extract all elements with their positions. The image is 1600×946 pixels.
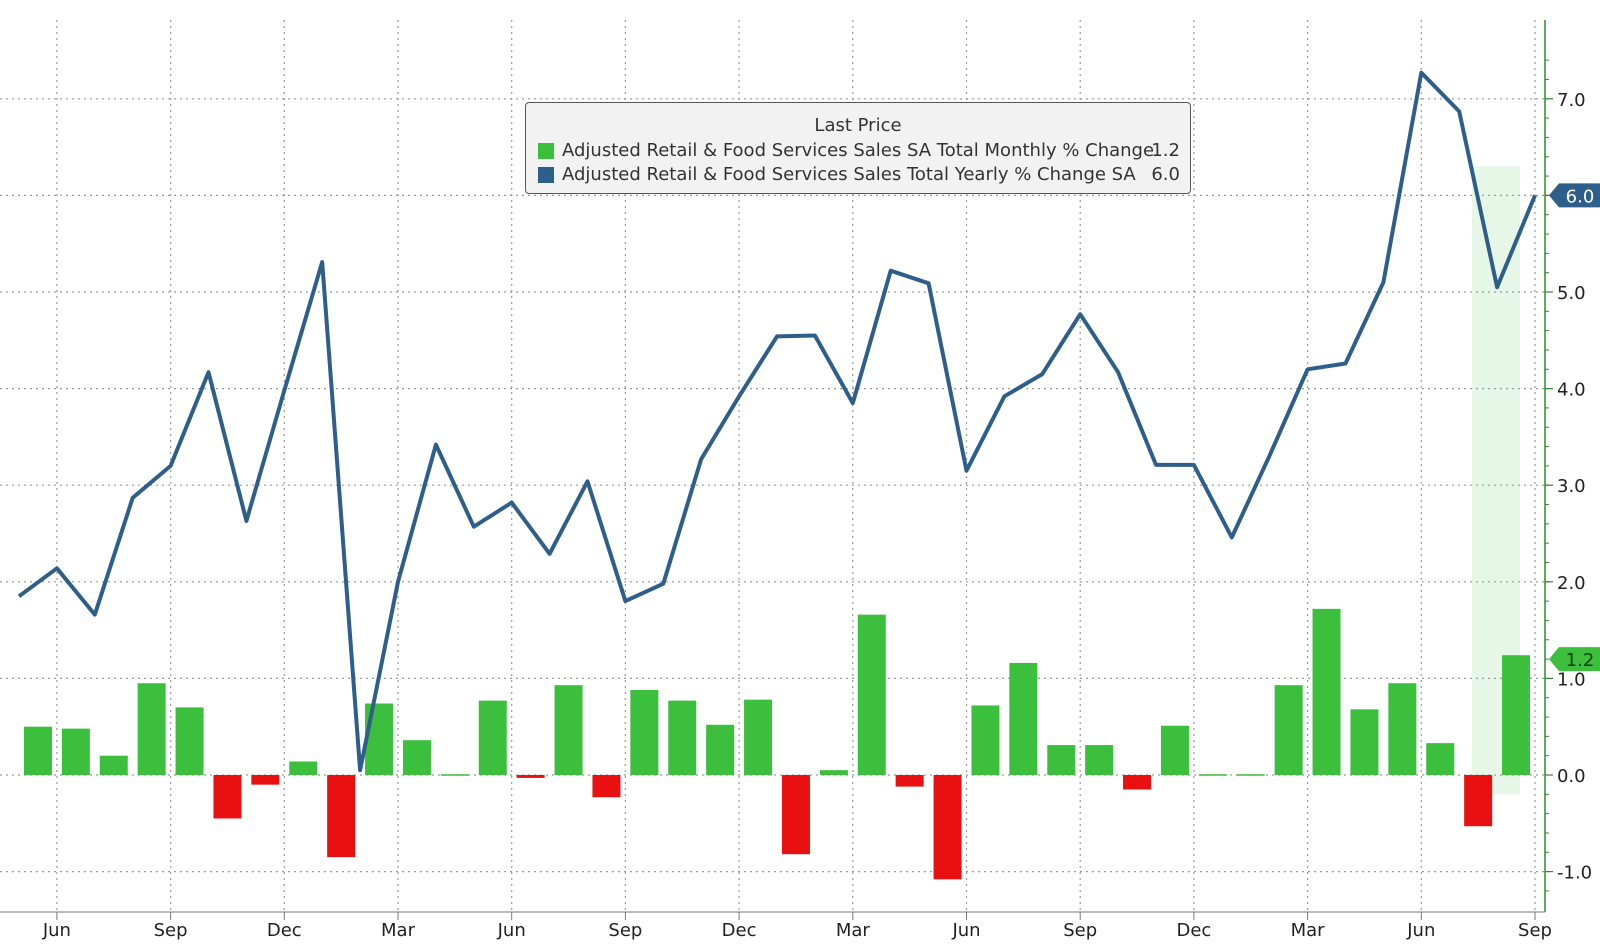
bar-25: [971, 705, 1000, 775]
bar-9: [365, 703, 394, 775]
bar-27: [1047, 745, 1076, 775]
bar-11: [440, 774, 469, 776]
y-tick-label: 0.0: [1557, 766, 1586, 787]
bar-33: [1274, 685, 1303, 775]
bar-3: [137, 683, 166, 775]
x-tick-label: Dec: [267, 920, 302, 941]
bar-2: [99, 755, 128, 775]
bar-14: [554, 685, 583, 775]
bar-17: [668, 700, 697, 775]
bar-31: [1198, 774, 1227, 776]
x-tick-label: Jun: [497, 920, 526, 941]
bar-10: [402, 740, 431, 775]
y-axis: 7.0 6.0 5.0 4.0 3.0 2.0 1.0 0.0 -1.0: [1544, 20, 1592, 912]
monthly-bars: [23, 608, 1531, 880]
bar-19: [744, 699, 773, 775]
y-tick-label: 2.0: [1557, 573, 1586, 594]
x-tick-label: Jun: [1406, 920, 1435, 941]
x-tick-label: Dec: [1176, 920, 1211, 941]
bar-30: [1160, 725, 1189, 775]
value-tag-label: 1.2: [1566, 650, 1595, 671]
bar-32: [1236, 774, 1265, 776]
x-tick-label: Dec: [722, 920, 757, 941]
x-tick-label: Mar: [1291, 920, 1326, 941]
bar-38: [1464, 775, 1493, 827]
bar-7: [289, 761, 318, 775]
bar-1: [61, 728, 90, 775]
x-tick-label: Mar: [836, 920, 871, 941]
bar-21: [819, 770, 848, 775]
yearly-line-path: [17, 70, 1537, 773]
yearly-line: [17, 70, 1537, 773]
bar-12: [478, 700, 507, 775]
bar-15: [592, 775, 621, 798]
legend-swatch-yearly: [538, 167, 554, 183]
legend-label-monthly: Adjusted Retail & Food Services Sales SA…: [562, 140, 1155, 161]
bar-6: [251, 775, 280, 785]
legend-box: Last Price Adjusted Retail & Food Servic…: [525, 102, 1191, 194]
legend-entry-yearly: Adjusted Retail & Food Services Sales To…: [538, 164, 1180, 186]
value-tag-label: 6.0: [1566, 186, 1595, 207]
y-tick-label: 1.0: [1557, 669, 1586, 690]
x-axis: Jun Sep Dec Mar Jun Sep Dec Mar Jun Sep Dec Mar Jun S…: [0, 911, 1552, 941]
bar-36: [1388, 683, 1417, 775]
last-value-tags: 6.0 1.2: [1549, 183, 1600, 671]
bar-16: [630, 689, 659, 775]
bar-13: [516, 775, 545, 778]
legend-value-yearly: 6.0: [1151, 164, 1180, 185]
bar-8: [327, 775, 356, 858]
bar-39: [1502, 655, 1531, 775]
value-tag-bg: [1549, 183, 1600, 208]
y-tick-label: -1.0: [1557, 863, 1592, 884]
y-tick-label: 7.0: [1557, 90, 1586, 111]
bar-34: [1312, 608, 1341, 775]
bar-22: [857, 614, 886, 775]
bar-29: [1123, 775, 1152, 790]
legend-title: Last Price: [814, 115, 902, 136]
legend-swatch-monthly: [538, 143, 554, 159]
x-tick-label: Sep: [608, 920, 642, 941]
bar-20: [781, 775, 810, 855]
x-tick-label: Sep: [1518, 920, 1552, 941]
bar-35: [1350, 709, 1379, 775]
x-tick-label: Sep: [154, 920, 188, 941]
x-tick-label: Jun: [42, 920, 71, 941]
y-tick-label: 4.0: [1557, 380, 1586, 401]
legend-value-monthly: 1.2: [1151, 140, 1180, 161]
bar-0: [23, 726, 52, 775]
x-tick-label: Jun: [951, 920, 980, 941]
bar-23: [895, 775, 924, 787]
x-tick-label: Sep: [1063, 920, 1097, 941]
y-tick-label: 5.0: [1557, 283, 1586, 304]
y-tick-label: 3.0: [1557, 476, 1586, 497]
legend-entry-monthly: Adjusted Retail & Food Services Sales SA…: [538, 140, 1180, 162]
value-tag-bg: [1549, 647, 1600, 672]
x-tick-label: Mar: [381, 920, 416, 941]
bar-18: [706, 724, 735, 775]
bar-26: [1009, 662, 1038, 775]
bar-4: [175, 707, 204, 775]
bar-28: [1085, 745, 1114, 775]
bar-5: [213, 775, 242, 819]
legend-label-yearly: Adjusted Retail & Food Services Sales To…: [562, 164, 1136, 185]
bar-37: [1426, 743, 1455, 775]
bar-24: [933, 775, 962, 880]
